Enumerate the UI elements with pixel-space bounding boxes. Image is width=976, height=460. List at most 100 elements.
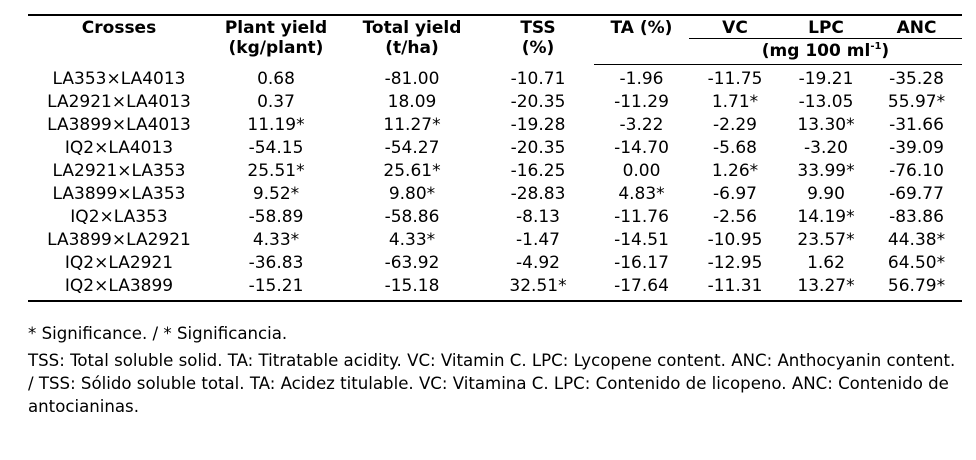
table-row: LA2921×LA353 25.51* 25.61* -16.25 0.00 1.26* 3…: [28, 160, 962, 183]
cell-anc: 56.79*: [871, 275, 962, 302]
cell-vc: -2.29: [713, 115, 757, 135]
table-row: LA353×LA4013 0.68 -81.00 -10.71 -1.96 -11.75 -…: [28, 65, 962, 92]
cell-cross: IQ2×LA353: [70, 207, 168, 227]
table-header: Crosses Plant yield (kg/plant) Total yie…: [28, 14, 962, 65]
cell-tss: -1.47: [516, 230, 560, 250]
results-table: Crosses Plant yield (kg/plant) Total yie…: [28, 14, 962, 302]
results-table-container: Crosses Plant yield (kg/plant) Total yie…: [28, 14, 962, 302]
cell-vc: -6.97: [713, 184, 757, 204]
table-row: IQ2×LA353 -58.89 -58.86 -8.13 -11.76 -2.56 14.…: [28, 206, 962, 229]
cell-lpc: 1.62: [807, 253, 845, 273]
significance-note: * Significance. / * Significancia.: [28, 324, 288, 343]
cell-tss: -19.28: [510, 115, 566, 135]
cell-total-yield: 11.27*: [383, 115, 441, 135]
cell-lpc: 33.99*: [797, 161, 855, 181]
cell-ta: -1.96: [619, 69, 664, 89]
cell-ta: -17.64: [594, 275, 689, 302]
cell-tss: -20.35: [510, 92, 566, 112]
cell-ta: -16.17: [614, 253, 669, 273]
cell-cross: LA353×LA4013: [52, 68, 186, 89]
cell-anc: -83.86: [889, 207, 944, 227]
table-row: IQ2×LA4013 -54.15 -54.27 -20.35 -14.70 -5.68 -…: [28, 137, 962, 160]
cell-cross: LA3899×LA2921: [47, 230, 191, 250]
cell-lpc: 9.90: [807, 184, 845, 204]
cell-ta: -14.70: [614, 138, 669, 158]
cell-total-yield: -15.18: [342, 275, 482, 302]
cell-plant-yield: 25.51*: [247, 161, 305, 181]
unit-superscript: -1: [870, 41, 882, 52]
cell-lpc: 23.57*: [797, 230, 855, 250]
header-tss: TSS (%): [482, 14, 594, 65]
cell-plant-yield: -58.89: [248, 207, 304, 227]
cell-tss: -16.25: [510, 161, 566, 181]
cell-total-yield: 18.09: [387, 92, 437, 112]
cell-anc: -31.66: [889, 115, 944, 135]
header-ta-spacer: [594, 38, 689, 65]
cell-total-yield: 9.80*: [388, 184, 436, 204]
cell-tss: -20.35: [510, 138, 566, 158]
cell-lpc: -13.05: [798, 92, 854, 112]
header-total-yield-line2: (t/ha): [385, 38, 439, 58]
cell-lpc: -3.20: [804, 138, 848, 158]
cell-anc: 44.38*: [887, 230, 946, 250]
cell-vc: 1.26*: [711, 161, 759, 181]
header-total-yield-line1: Total yield: [362, 18, 462, 38]
cell-total-yield: 4.33*: [388, 230, 436, 250]
cell-vc: -2.56: [713, 207, 757, 227]
cell-vc: -5.68: [713, 138, 757, 158]
cell-cross: LA3899×LA353: [52, 184, 186, 204]
header-plant-yield: Plant yield (kg/plant): [210, 14, 342, 65]
cell-tss: -10.71: [510, 68, 566, 89]
cell-anc: -76.10: [889, 161, 944, 181]
cell-lpc: 13.30*: [797, 115, 855, 135]
cell-ta: -11.29: [614, 92, 669, 112]
header-crosses: Crosses: [28, 14, 210, 65]
header-plant-yield-line2: (kg/plant): [228, 38, 324, 58]
cell-anc: -35.28: [889, 69, 944, 89]
cell-lpc: -19.21: [798, 69, 854, 89]
header-vc: VC: [689, 14, 781, 39]
abbreviations-note: TSS: Total soluble solid. TA: Titratable…: [28, 351, 956, 416]
cell-total-yield: -81.00: [384, 68, 440, 89]
cell-plant-yield: -54.15: [248, 138, 304, 158]
cell-cross: IQ2×LA4013: [64, 138, 174, 158]
cell-vc: 1.71*: [711, 92, 759, 112]
cell-ta: 4.83*: [618, 184, 665, 204]
cell-anc: -39.09: [889, 138, 944, 158]
header-tss-line1: TSS: [520, 18, 556, 38]
table-notes: * Significance. / * Significancia. TSS: …: [28, 322, 964, 418]
cell-vc: -11.75: [707, 69, 763, 89]
table-row: LA3899×LA353 9.52* 9.80* -28.83 4.83* -6.97 9.…: [28, 183, 962, 206]
unit-close: ): [881, 41, 890, 61]
cell-lpc: 14.19*: [797, 207, 855, 227]
cell-ta: -3.22: [619, 115, 664, 135]
header-tss-line2: (%): [521, 38, 555, 58]
cell-tss: -28.83: [510, 184, 566, 204]
table-row: LA3899×LA4013 11.19* 11.27* -19.28 -3.22 -2.2…: [28, 114, 962, 137]
cell-plant-yield: -36.83: [248, 253, 304, 273]
cell-anc: 55.97*: [887, 92, 946, 112]
cell-vc: -12.95: [707, 253, 763, 273]
cell-plant-yield: 4.33*: [252, 230, 300, 250]
cell-cross: LA2921×LA4013: [47, 92, 191, 112]
table-row: IQ2×LA2921 -36.83 -63.92 -4.92 -16.17 -12.95 1…: [28, 252, 962, 275]
header-ta: TA (%): [594, 14, 689, 39]
cell-ta: -14.51: [614, 230, 669, 250]
cell-cross: LA3899×LA4013: [47, 115, 191, 135]
cell-plant-yield: 0.37: [257, 92, 295, 112]
cell-tss: -8.13: [516, 207, 560, 227]
cell-ta: 0.00: [622, 161, 661, 181]
cell-anc: 64.50*: [887, 253, 946, 273]
header-unit-group: (mg 100 ml-1): [689, 38, 962, 65]
cell-cross: LA2921×LA353: [52, 161, 186, 181]
table-row: LA3899×LA2921 4.33* 4.33* -1.47 -14.51 -10.95…: [28, 229, 962, 252]
cell-total-yield: -58.86: [384, 207, 440, 227]
cell-plant-yield: 9.52*: [252, 184, 300, 204]
cell-plant-yield: 11.19*: [247, 115, 305, 135]
cell-ta: -11.76: [614, 207, 669, 227]
cell-vc: -11.31: [689, 275, 781, 302]
cell-cross: IQ2×LA3899: [28, 275, 210, 302]
table-body: LA353×LA4013 0.68 -81.00 -10.71 -1.96 -11.75 -…: [28, 65, 962, 302]
cell-vc: -10.95: [707, 230, 763, 250]
header-plant-yield-line1: Plant yield: [224, 18, 328, 38]
